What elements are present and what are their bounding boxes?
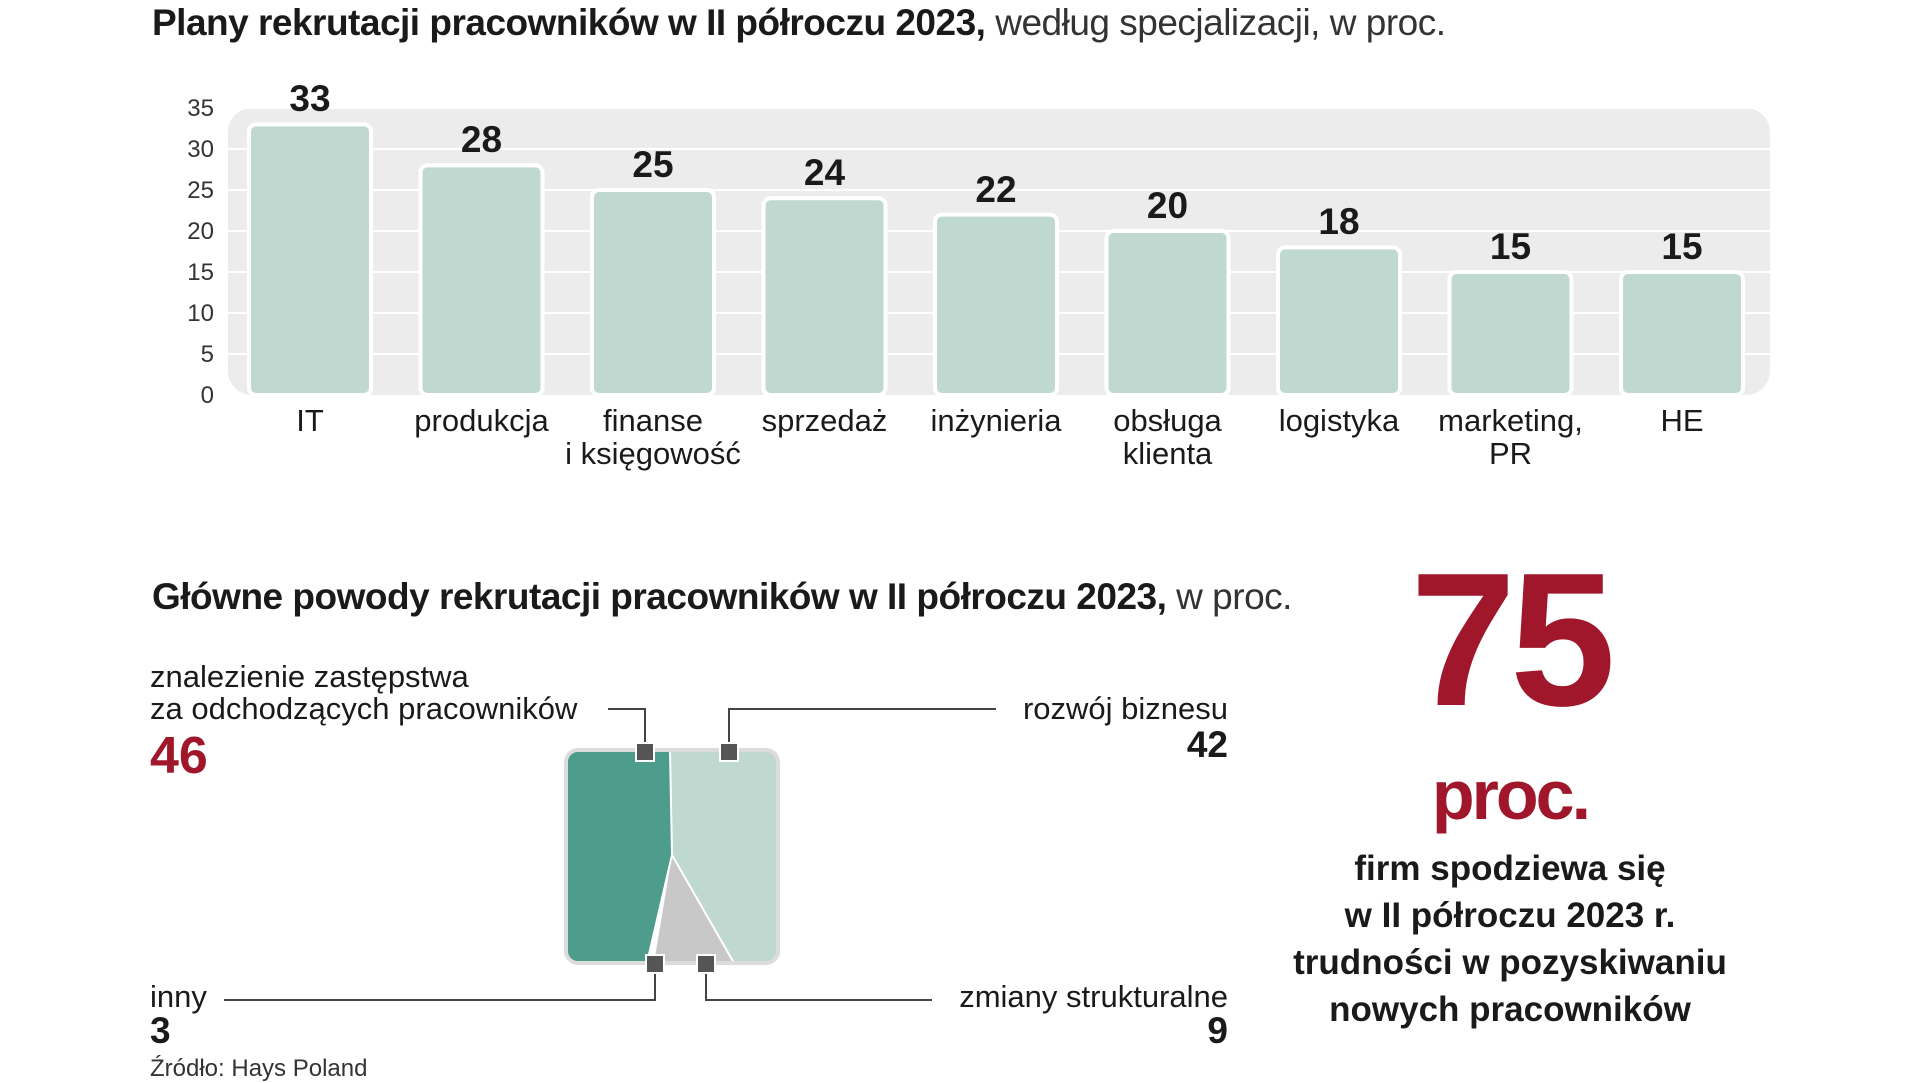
category-label: obsługa klienta <box>1058 404 1278 470</box>
category-label-line: IT <box>296 403 324 438</box>
category-label: IT <box>200 404 420 437</box>
category-label: HE <box>1572 404 1792 437</box>
category-label-line: sprzedaż <box>761 403 888 438</box>
highlight-line-1: firm spodziewa się <box>1354 849 1666 888</box>
category-label-line: logistyka <box>1278 403 1400 438</box>
chart1-title-rest: według specjalizacji, w proc. <box>985 2 1446 43</box>
highlight-line-3: trudności w pozyskiwaniu <box>1293 943 1727 982</box>
bar <box>418 163 545 397</box>
segment-zastepstwo <box>566 750 672 963</box>
chart2-title-rest: w proc. <box>1166 576 1292 617</box>
value-rozwoj: 42 <box>1186 724 1228 765</box>
bar-value-label: 28 <box>460 119 503 161</box>
chart1-title-bold: Plany rekrutacji pracowników w II półroc… <box>152 2 986 43</box>
value-zastepstwo: 46 <box>150 727 208 785</box>
chart2-title-bold: Główne powody rekrutacji pracowników w I… <box>152 576 1167 617</box>
chart1-title: Plany rekrutacji pracowników w II półroc… <box>152 2 1446 44</box>
bar-chart <box>228 107 1770 398</box>
bar <box>247 122 373 398</box>
bar <box>590 188 716 397</box>
segment-inny <box>647 855 672 963</box>
y-tick-label: 10 <box>187 300 214 327</box>
category-label-line: HE <box>1660 403 1704 438</box>
marker-rozwoj <box>719 742 739 762</box>
category-label-line: obsługa <box>1113 403 1222 438</box>
bar-value-label: 15 <box>1661 226 1703 267</box>
bar-value-label: 15 <box>1489 226 1532 267</box>
value-inny: 3 <box>150 1010 171 1051</box>
category-label-line: produkcja <box>414 403 549 438</box>
bar <box>1447 270 1574 397</box>
category-label: marketing, PR <box>1401 404 1621 470</box>
label-rozwoj: rozwój biznesu <box>1022 691 1228 726</box>
highlight-line-4: nowych pracowników <box>1329 990 1691 1029</box>
bar-value-label: 33 <box>289 78 331 120</box>
category-label-line: klienta <box>1122 436 1213 471</box>
bar <box>933 212 1059 397</box>
marker-zastepstwo <box>635 742 655 762</box>
y-tick-label: 5 <box>200 341 214 368</box>
y-tick-label: 0 <box>200 382 214 409</box>
bar-value-label: 22 <box>975 168 1017 210</box>
category-label: logistyka <box>1229 404 1449 437</box>
source-note: Źródło: Hays Poland <box>150 1055 368 1082</box>
category-label: produkcja <box>372 404 592 437</box>
marker-inny <box>645 954 665 974</box>
category-label-line: inżynieria <box>930 403 1062 438</box>
marker-zmiany <box>696 954 716 974</box>
bar-value-label: 18 <box>1318 201 1360 243</box>
segment-rozwoj-biznesu <box>566 750 778 963</box>
category-label-line: i księgowość <box>565 436 741 471</box>
chart2-title: Główne powody rekrutacji pracowników w I… <box>152 576 1292 618</box>
bar-value-label: 24 <box>803 152 846 194</box>
label-zastepstwo-line1: znalezienie zastępstwa <box>150 659 469 694</box>
bar-value-label: 25 <box>632 144 674 185</box>
y-tick-label: 35 <box>187 95 214 122</box>
highlight-line-2: w II półroczu 2023 r. <box>1344 896 1676 935</box>
y-tick-label: 25 <box>187 177 214 204</box>
segment-zmiany-strukturalne <box>654 855 734 963</box>
category-label: inżynieria <box>886 404 1106 437</box>
category-label: sprzedaż <box>715 404 935 437</box>
highlight-number: 75 <box>1410 534 1615 746</box>
y-tick-label: 20 <box>187 218 214 245</box>
bar <box>761 196 888 397</box>
label-zmiany: zmiany strukturalne <box>959 979 1228 1014</box>
category-label-line: finanse <box>603 403 703 438</box>
highlight-unit: proc. <box>1431 756 1591 834</box>
bar <box>1619 270 1745 397</box>
category-label: finanse i księgowość <box>543 404 763 470</box>
category-label-line: PR <box>1488 436 1533 471</box>
y-tick-label: 15 <box>187 259 214 286</box>
bar <box>1104 229 1231 397</box>
highlight-text: firm spodziewa się w II półroczu 2023 r.… <box>1270 845 1750 1033</box>
bar <box>1276 245 1402 397</box>
value-zmiany: 9 <box>1207 1010 1228 1051</box>
label-inny: inny <box>150 979 207 1014</box>
y-tick-label: 30 <box>187 136 214 163</box>
bar-value-label: 20 <box>1146 185 1189 226</box>
label-zastepstwo-line2: za odchodzących pracowników <box>150 691 578 726</box>
category-label-line: marketing, <box>1438 403 1583 438</box>
